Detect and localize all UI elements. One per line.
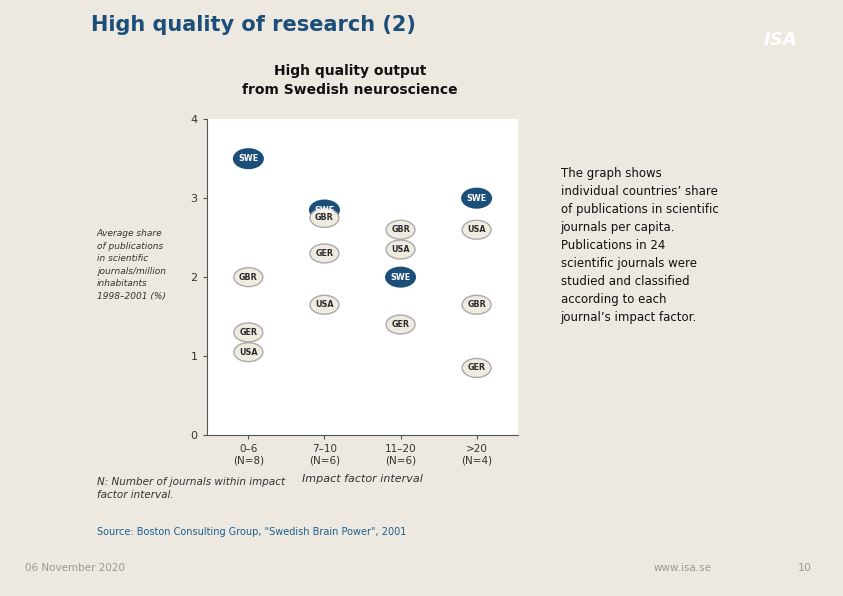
Ellipse shape [310, 244, 339, 263]
Ellipse shape [462, 358, 491, 377]
Ellipse shape [462, 295, 491, 314]
Ellipse shape [310, 295, 339, 314]
Text: N: Number of journals within impact
factor interval.: N: Number of journals within impact fact… [97, 477, 285, 500]
Text: GER: GER [468, 364, 486, 372]
Text: SWE: SWE [390, 272, 411, 282]
Text: www.isa.se: www.isa.se [653, 563, 711, 573]
Ellipse shape [234, 149, 263, 168]
Text: GBR: GBR [315, 213, 334, 222]
Text: High quality output
from Swedish neuroscience: High quality output from Swedish neurosc… [242, 64, 458, 97]
Text: ISA: ISA [764, 31, 797, 49]
Ellipse shape [234, 268, 263, 287]
Ellipse shape [386, 268, 415, 287]
Text: 10: 10 [798, 563, 812, 573]
Text: SWE: SWE [466, 194, 486, 203]
Text: GBR: GBR [467, 300, 486, 309]
Ellipse shape [386, 221, 415, 239]
Text: USA: USA [391, 245, 410, 254]
Text: GER: GER [315, 249, 334, 258]
Text: SWE: SWE [314, 206, 335, 215]
Text: USA: USA [315, 300, 334, 309]
Ellipse shape [462, 189, 491, 207]
Text: 06 November 2020: 06 November 2020 [25, 563, 126, 573]
Text: USA: USA [467, 225, 486, 234]
Text: GBR: GBR [239, 272, 258, 282]
Text: The graph shows
individual countries’ share
of publications in scientific
journa: The graph shows individual countries’ sh… [561, 167, 718, 324]
Text: Average share
of publications
in scientific
journals/million
inhabitants
1998–20: Average share of publications in scienti… [97, 229, 166, 301]
Text: High quality of research (2): High quality of research (2) [91, 15, 416, 35]
Text: ···: ··· [776, 9, 785, 18]
Text: SWE: SWE [239, 154, 259, 163]
Text: USA: USA [239, 347, 258, 356]
Ellipse shape [234, 323, 263, 342]
Text: GER: GER [391, 320, 410, 329]
Ellipse shape [310, 200, 339, 219]
Ellipse shape [462, 221, 491, 239]
Ellipse shape [386, 315, 415, 334]
Ellipse shape [234, 343, 263, 362]
Ellipse shape [386, 240, 415, 259]
Text: GBR: GBR [391, 225, 410, 234]
Ellipse shape [310, 209, 339, 228]
Text: GER: GER [239, 328, 257, 337]
X-axis label: Impact factor interval: Impact factor interval [302, 474, 423, 484]
Text: Source: Boston Consulting Group, "Swedish Brain Power", 2001: Source: Boston Consulting Group, "Swedis… [97, 527, 406, 536]
